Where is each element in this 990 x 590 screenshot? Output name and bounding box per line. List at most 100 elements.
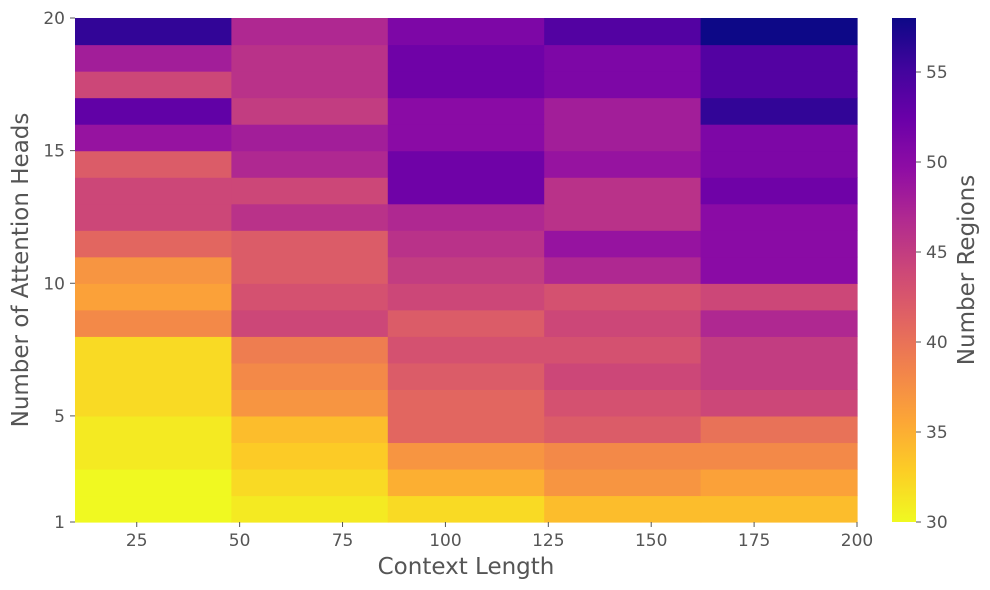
colorbar-tick-label: 55 [926, 63, 948, 83]
heatmap-cell [387, 362, 545, 390]
heatmap-cell [75, 230, 232, 258]
heatmap-cell [231, 18, 389, 46]
heatmap-cell [387, 203, 545, 231]
x-tick-label: 25 [126, 531, 148, 551]
heatmap-cell [231, 468, 389, 497]
heatmap-cell [231, 256, 389, 284]
heatmap-cell [700, 256, 858, 284]
heatmap-cell [75, 283, 232, 311]
heatmap-cell [387, 389, 545, 417]
heatmap-cell [75, 203, 232, 231]
heatmap-cell [387, 150, 545, 178]
heatmap-cell [700, 18, 858, 46]
heatmap-cell [544, 124, 702, 152]
heatmap-cell [544, 283, 702, 311]
heatmap-cell [231, 283, 389, 311]
heatmap-cell [231, 203, 389, 231]
heatmap-cell [544, 468, 702, 497]
heatmap-cell [231, 495, 389, 523]
heatmap-cell [700, 150, 858, 178]
heatmap-cell [700, 415, 858, 444]
heatmap-cell [387, 97, 545, 125]
heatmap-cell [75, 97, 232, 125]
heatmap-cell [544, 150, 702, 178]
heatmap-cell [75, 362, 232, 390]
heatmap-cell [544, 495, 702, 523]
heatmap-cell [75, 336, 232, 364]
heatmap-cell [700, 97, 858, 125]
heatmap-cell [700, 44, 858, 72]
heatmap-cell [700, 177, 858, 205]
y-axis-title: Number of Attention Heads [8, 113, 34, 428]
heatmap-cell [231, 415, 389, 444]
heatmap-cell [231, 97, 389, 125]
heatmap-cell [387, 71, 545, 99]
heatmap-cell [700, 336, 858, 364]
heatmap-cell [231, 230, 389, 258]
y-tick-label: 20 [43, 9, 65, 29]
heatmap-cell [75, 44, 232, 72]
y-tick-label: 1 [54, 513, 65, 533]
y-tick-label: 10 [43, 274, 65, 294]
heatmap-cell [387, 468, 545, 497]
heatmap-cell [387, 256, 545, 284]
heatmap-cell [700, 495, 858, 523]
x-tick-label: 50 [229, 531, 251, 551]
x-tick-label: 75 [332, 531, 354, 551]
heatmap-cell [544, 389, 702, 417]
heatmap-cell [544, 97, 702, 125]
heatmap-cell [700, 442, 858, 470]
heatmap-cell [75, 495, 232, 523]
heatmap-cell [75, 18, 232, 46]
heatmap-cell [387, 442, 545, 470]
heatmap-cell [75, 442, 232, 470]
heatmap-cell [544, 442, 702, 470]
colorbar-tick-label: 40 [926, 333, 948, 353]
heatmap-cell [700, 468, 858, 497]
heatmap-cell [231, 150, 389, 178]
heatmap-cell [231, 71, 389, 99]
heatmap-cell [544, 256, 702, 284]
heatmap-cell [544, 362, 702, 390]
heatmap-cell [231, 124, 389, 152]
y-tick-label: 5 [54, 407, 65, 427]
heatmap-cell [544, 18, 702, 46]
heatmap-cell [75, 256, 232, 284]
x-axis-ticks: 25 50 75 100 125 150 175 200 [126, 522, 873, 551]
x-tick-label: 100 [429, 531, 461, 551]
heatmap-cell [231, 336, 389, 364]
heatmap-cell [700, 203, 858, 231]
heatmap-cells [75, 18, 858, 523]
heatmap-cell [387, 415, 545, 444]
heatmap-cell [387, 336, 545, 364]
heatmap-cell [75, 124, 232, 152]
heatmap-cell [75, 468, 232, 497]
heatmap-cell [231, 177, 389, 205]
heatmap-cell [544, 177, 702, 205]
heatmap-cell [544, 203, 702, 231]
heatmap-cell [544, 415, 702, 444]
colorbar-tick-label: 45 [926, 243, 948, 263]
heatmap-cell [231, 442, 389, 470]
colorbar-ticks: 30 35 40 45 50 55 [916, 63, 948, 533]
heatmap-cell [387, 283, 545, 311]
heatmap-cell [75, 389, 232, 417]
heatmap-cell [544, 44, 702, 72]
heatmap-cell [75, 71, 232, 99]
heatmap-cell [75, 177, 232, 205]
heatmap-cell [387, 230, 545, 258]
heatmap-cell [231, 44, 389, 72]
heatmap-cell [231, 309, 389, 337]
colorbar-tick-label: 50 [926, 153, 948, 173]
x-tick-label: 150 [635, 531, 667, 551]
colorbar-tick-label: 30 [926, 513, 948, 533]
heatmap-cell [387, 44, 545, 72]
heatmap-cell [231, 362, 389, 390]
heatmap-cell [700, 230, 858, 258]
heatmap-cell [544, 336, 702, 364]
heatmap-cell [387, 124, 545, 152]
heatmap-cell [231, 389, 389, 417]
heatmap-cell [387, 495, 545, 523]
